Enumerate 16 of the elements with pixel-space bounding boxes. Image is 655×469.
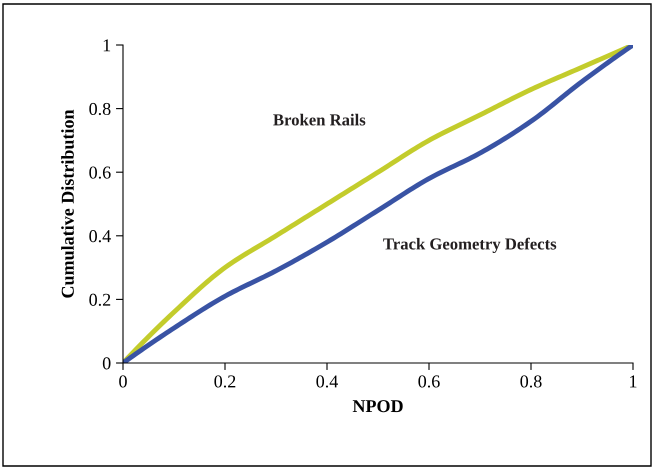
y-tick-label: 0.8 <box>89 102 111 116</box>
y-tick-label: 1 <box>104 39 110 52</box>
x-tick-label: 0.2 <box>214 375 236 388</box>
series-label: Track Geometry Defects <box>383 238 556 254</box>
x-tick-label: 0.8 <box>520 375 542 388</box>
x-axis-title: NPOD <box>352 400 403 412</box>
x-tick-label: 0 <box>119 375 127 388</box>
y-tick-label: 0 <box>102 357 111 370</box>
text: Broken Rails <box>273 114 366 126</box>
y-tick-label: 0.6 <box>89 166 111 179</box>
x-tick-label: 0.4 <box>316 375 338 388</box>
x-tick-label: 0.6 <box>418 375 440 388</box>
y-tick-label: 0.4 <box>89 230 111 242</box>
y-tick-label: 0.2 <box>89 294 110 306</box>
x-tick-label: 1 <box>630 375 636 388</box>
y-axis-title: Cumulative Distribution <box>61 110 74 298</box>
